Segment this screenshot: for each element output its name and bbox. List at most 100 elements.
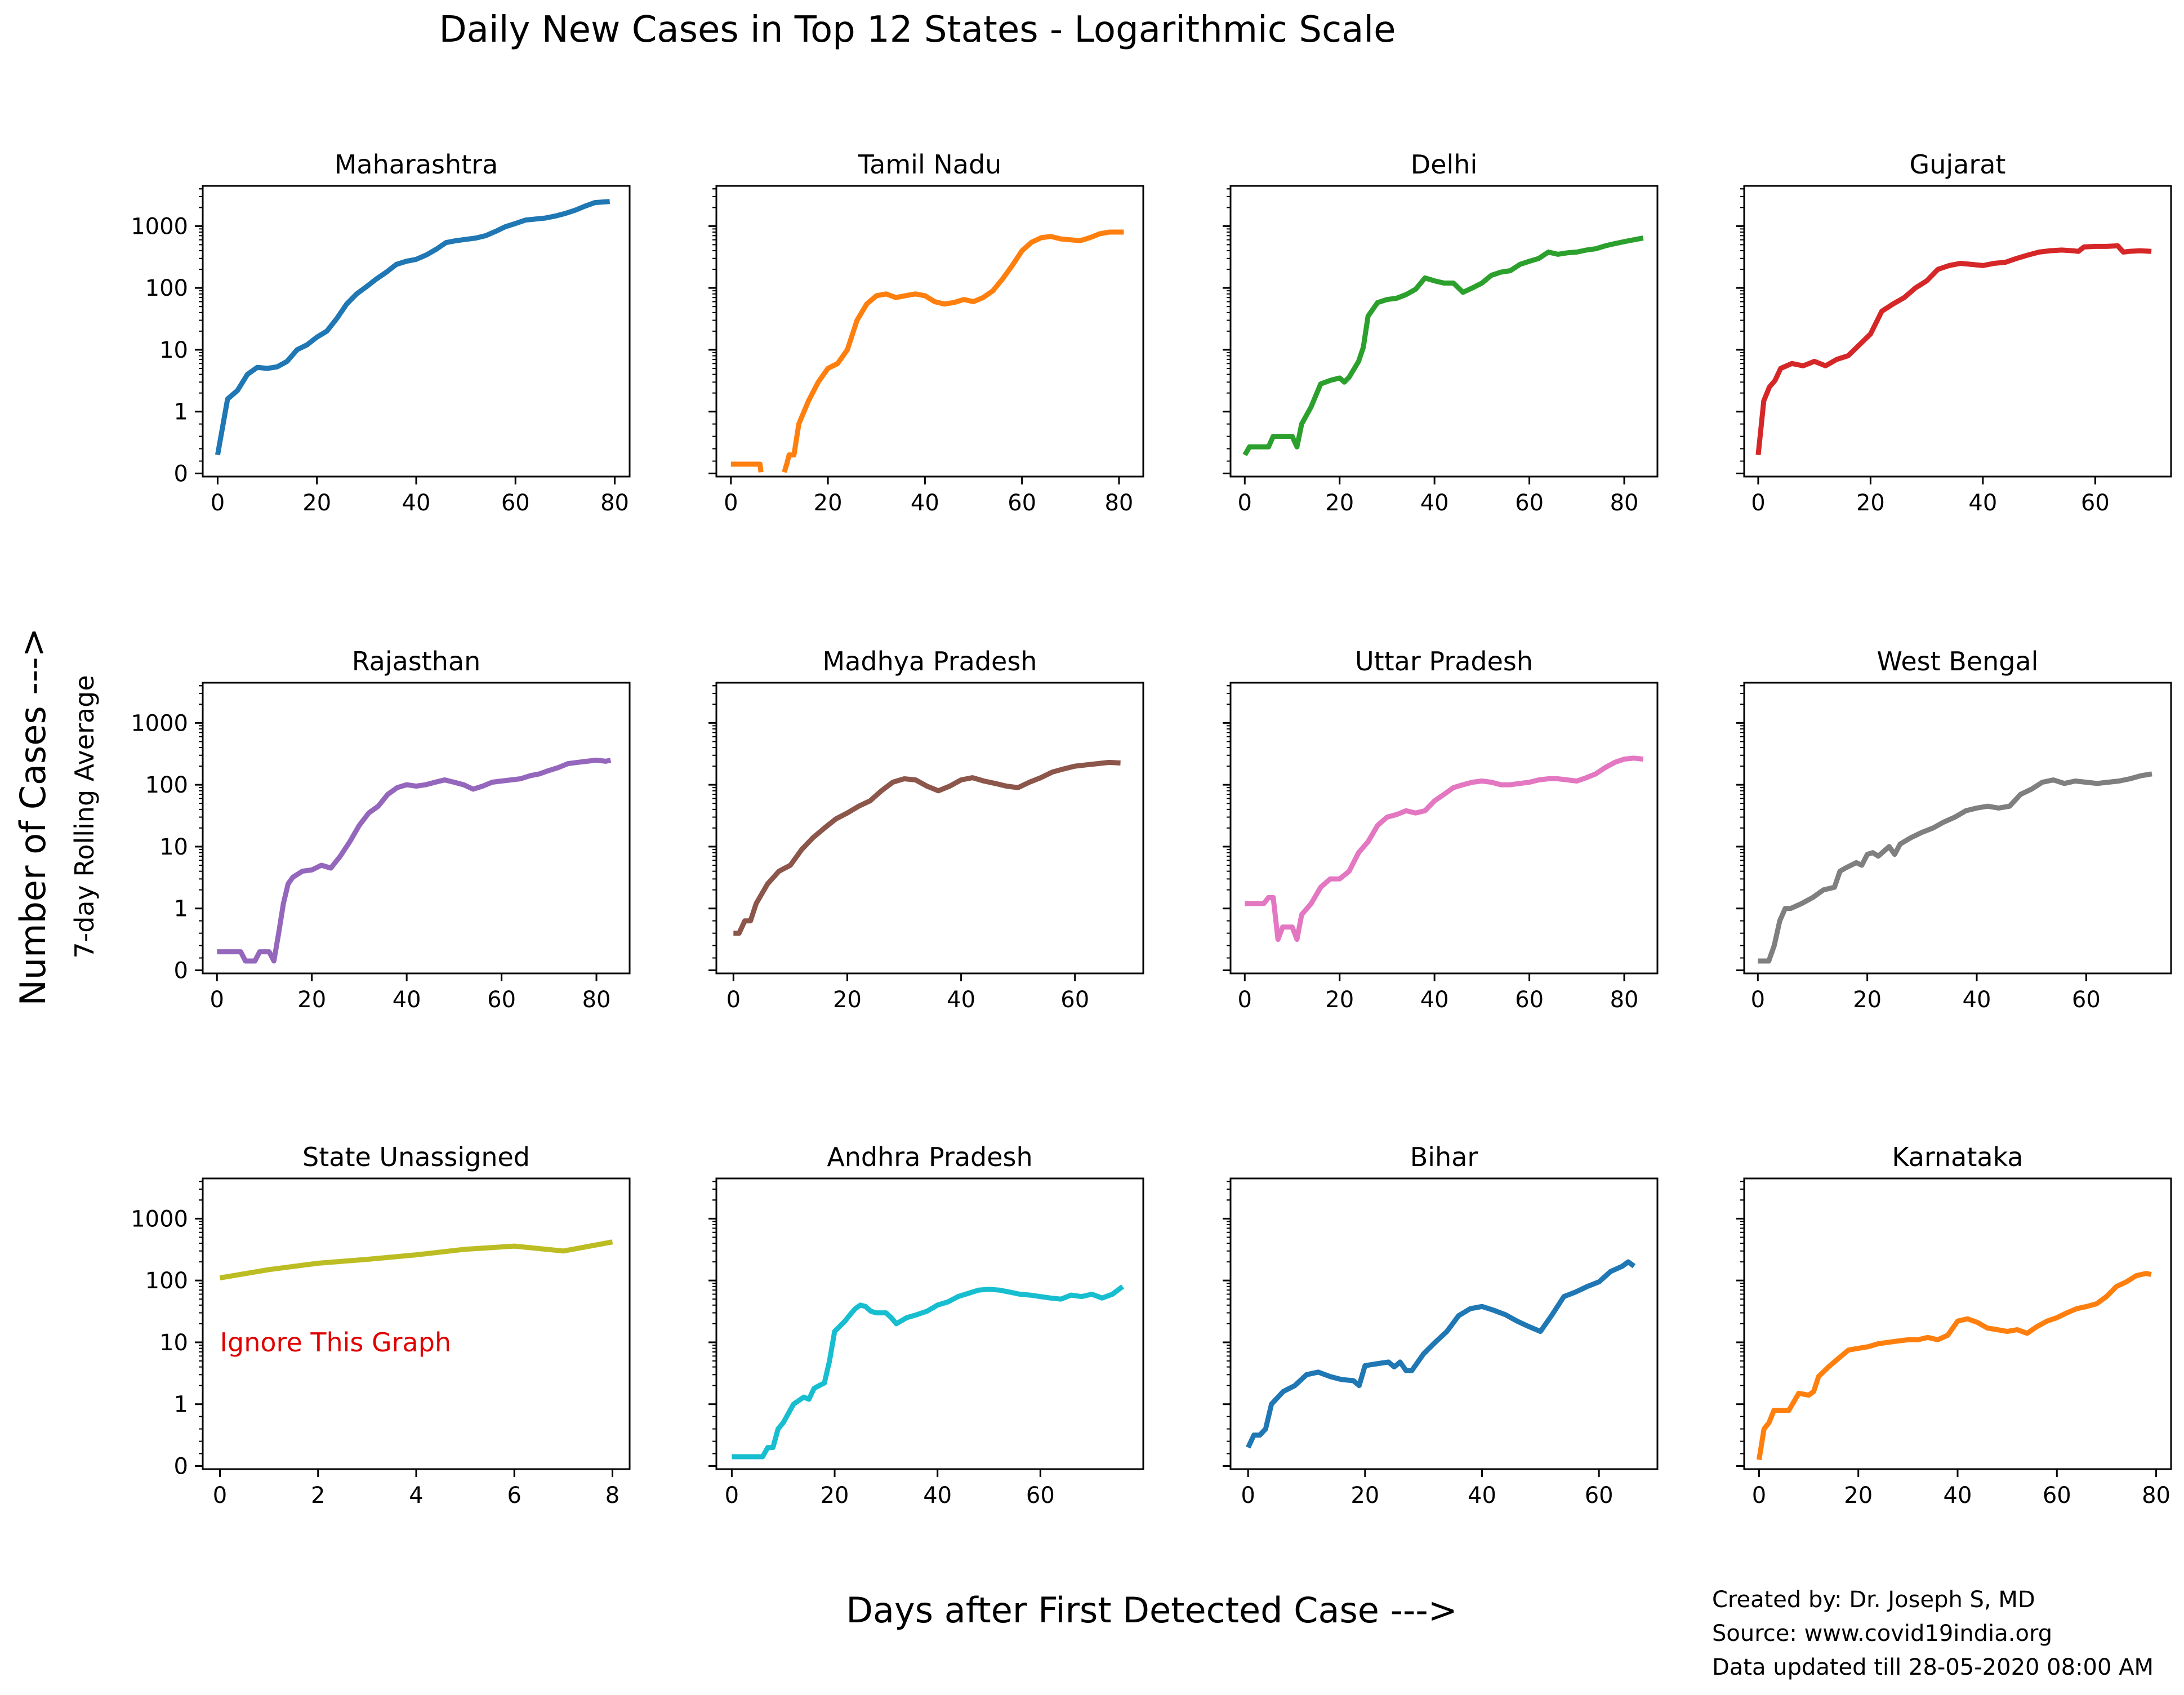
x-tick-label: 0 [1238,490,1252,516]
y-tick-label: 1000 [131,1206,188,1232]
x-tick-label: 40 [1963,987,1991,1013]
series-line-bihar [1246,1259,1636,1449]
axes-frame [1229,185,1659,478]
footer: Created by: Dr. Joseph S, MD Source: www… [1712,1583,2154,1684]
panel-andhra-pradesh: Andhra Pradesh 0 20 40 60 [708,1142,1144,1509]
series-line-tamil-nadu [782,229,1124,473]
panel-title: State Unassigned [302,1142,530,1172]
series-line-west-bengal [1758,771,2152,964]
x-tick-label: 20 [821,1483,849,1509]
panel-gujarat: Gujarat 0 20 40 60 [1736,149,2172,516]
y-tick-label: 1 [174,1392,188,1418]
x-tick-label: 20 [814,490,843,516]
series-line-karnataka [1756,1271,2152,1461]
y-axis-sublabel: 7-day Rolling Average [69,675,100,958]
series-line-andhra-pradesh [732,1284,1125,1460]
x-axis-label: Days after First Detected Case ---> [846,1590,1457,1631]
series-line-state-unassigned [219,1239,613,1281]
panel-tamil-nadu: Tamil Nadu 0 20 40 60 80 [708,149,1144,516]
axes-frame [202,682,631,975]
x-tick-label: 20 [1853,987,1882,1013]
x-tick-label: 60 [2043,1483,2071,1509]
panel-maharashtra: Maharashtra 0 1 10 100 1000 0 20 40 60 80 [131,149,631,516]
x-tick-label: 60 [1060,987,1089,1013]
x-tick-label: 6 [507,1483,522,1509]
axes-frame [1229,1177,1659,1470]
footer-updated: Data updated till 28-05-2020 08:00 AM [1712,1654,2154,1680]
x-tick-label: 20 [1856,490,1885,516]
x-tick-label: 40 [911,490,939,516]
panel-madhya-pradesh: Madhya Pradesh 0 20 40 60 [708,646,1144,1013]
x-tick-label: 60 [501,490,530,516]
x-tick-label: 80 [582,987,611,1013]
panel-delhi: Delhi 0 20 40 60 80 [1223,149,1659,516]
panel-title: Delhi [1411,149,1477,180]
x-tick-label: 20 [1844,1483,1873,1509]
panel-title: Bihar [1410,1142,1478,1172]
y-tick-label: 1000 [131,710,188,736]
x-tick-label: 40 [393,987,421,1013]
y-tick-label: 10 [159,337,188,363]
panel-title: Rajasthan [352,646,481,677]
x-tick-label: 0 [1751,987,1765,1013]
x-tick-label: 60 [487,987,516,1013]
x-tick-label: 60 [2081,490,2110,516]
panel-rajasthan: Rajasthan 0 1 10 100 1000 0 20 40 60 80 [131,646,631,1013]
x-tick-label: 2 [311,1483,325,1509]
series-line-tamil-nadu [730,461,764,473]
x-tick-label: 0 [1752,1483,1766,1509]
y-tick-label: 100 [145,1268,188,1294]
x-tick-label: 20 [297,987,326,1013]
y-tick-label: 100 [145,275,188,301]
panel-title: West Bengal [1877,646,2039,677]
axes-frame [1743,682,2172,975]
x-tick-label: 20 [833,987,862,1013]
panel-state-unassigned: State Unassigned 0 1 10 100 1000 0 2 4 6 8 Ignore T… [131,1142,631,1509]
x-tick-label: 20 [1350,1483,1379,1509]
x-tick-label: 40 [923,1483,952,1509]
x-tick-label: 80 [1610,987,1639,1013]
y-tick-label: 10 [159,1330,188,1356]
x-tick-label: 40 [1420,490,1449,516]
footer-created-by: Created by: Dr. Joseph S, MD [1712,1587,2035,1613]
panel-title: Karnataka [1892,1142,2023,1172]
x-tick-label: 0 [213,1483,227,1509]
panel-karnataka: Karnataka 0 20 40 60 80 [1736,1142,2172,1509]
panel-title: Andhra Pradesh [827,1142,1032,1172]
axes-frame [715,682,1144,975]
panel-title: Maharashtra [335,149,498,180]
x-tick-label: 0 [724,490,738,516]
x-tick-label: 8 [605,1483,619,1509]
panel-annotation: Ignore This Graph [220,1327,451,1358]
x-tick-label: 0 [1241,1483,1255,1509]
x-tick-label: 0 [210,987,224,1013]
x-tick-label: 40 [1968,490,1997,516]
series-line-gujarat [1755,243,2152,456]
y-tick-label: 100 [145,772,188,798]
x-tick-label: 60 [1026,1483,1055,1509]
panel-title: Uttar Pradesh [1355,646,1533,677]
x-tick-label: 60 [1008,490,1036,516]
x-tick-label: 80 [2142,1483,2170,1509]
series-line-maharashtra [215,199,610,456]
x-tick-label: 40 [1468,1483,1496,1509]
x-tick-label: 0 [211,490,225,516]
y-tick-label: 0 [174,958,188,984]
x-tick-label: 40 [947,987,975,1013]
x-tick-label: 40 [1420,987,1449,1013]
axes-frame [715,185,1144,478]
y-axis-label: Number of Cases ---> [12,628,54,1006]
y-tick-label: 1 [174,399,188,425]
axes-frame [1743,185,2172,478]
series-line-rajasthan [217,758,612,964]
y-tick-label: 1000 [131,213,188,239]
x-tick-label: 20 [1325,490,1354,516]
x-tick-label: 60 [1515,490,1544,516]
x-tick-label: 0 [725,1483,739,1509]
y-tick-label: 0 [174,461,188,487]
x-tick-label: 80 [1104,490,1133,516]
x-tick-label: 60 [2072,987,2101,1013]
axes-frame [202,185,631,478]
